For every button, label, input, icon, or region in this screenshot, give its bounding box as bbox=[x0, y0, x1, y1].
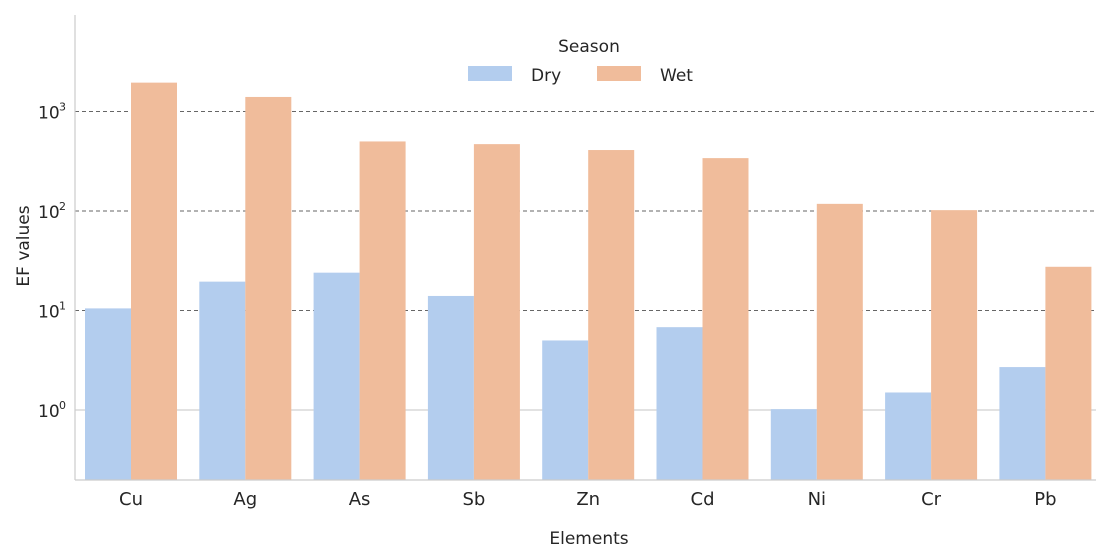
bar-dry-ag bbox=[199, 281, 246, 480]
bar-dry-zn bbox=[542, 340, 589, 480]
x-tick-labels: Cu Ag As Sb Zn Cd Ni Cr Pb bbox=[119, 489, 1057, 510]
x-tick-label: Cu bbox=[119, 489, 143, 510]
bar-wet-as bbox=[359, 141, 406, 480]
x-tick-label: Ni bbox=[808, 489, 826, 510]
bar-dry-pb bbox=[999, 367, 1046, 480]
axes bbox=[74, 15, 1096, 481]
y-tick-label-exponent: 2 bbox=[59, 200, 66, 213]
bar-wet-pb bbox=[1045, 266, 1092, 480]
bar-wet-cd bbox=[702, 158, 749, 480]
bar-wet-cr bbox=[931, 210, 978, 480]
bar-dry-as bbox=[313, 272, 360, 480]
bar-wet-zn bbox=[588, 150, 635, 480]
bar-wet-ni bbox=[816, 203, 863, 480]
y-tick-label-exponent: 3 bbox=[59, 101, 66, 114]
bar-wet-ag bbox=[245, 96, 292, 480]
x-tick-label: Cr bbox=[921, 489, 942, 510]
bars bbox=[85, 82, 1092, 481]
bar-wet-sb bbox=[473, 144, 520, 480]
y-tick-label-base: 10 bbox=[38, 303, 60, 323]
x-tick-label: Cd bbox=[691, 489, 715, 510]
y-tick-label-base: 10 bbox=[38, 104, 60, 124]
y-tick-label-exponent: 0 bbox=[59, 399, 66, 412]
x-axis-label: Elements bbox=[549, 529, 628, 545]
bar-dry-cu bbox=[85, 308, 131, 480]
x-tick-label: Pb bbox=[1034, 489, 1056, 510]
legend: Season Dry Wet bbox=[468, 37, 693, 86]
legend-label-dry: Dry bbox=[531, 66, 561, 86]
y-tick-label-base: 10 bbox=[38, 203, 60, 223]
legend-swatch-wet bbox=[597, 66, 641, 81]
bar-wet-cu bbox=[131, 82, 177, 481]
bar-dry-cr bbox=[885, 392, 932, 480]
x-tick-label: Ag bbox=[233, 489, 257, 510]
legend-title: Season bbox=[558, 37, 620, 57]
legend-swatch-dry bbox=[468, 66, 512, 81]
x-tick-label: Zn bbox=[576, 489, 600, 510]
legend-label-wet: Wet bbox=[660, 66, 693, 86]
y-tick-label-exponent: 1 bbox=[59, 300, 66, 313]
y-tick-label-base: 10 bbox=[38, 402, 60, 422]
y-axis-label: EF values bbox=[14, 205, 34, 286]
bar-dry-cd bbox=[656, 327, 703, 480]
x-tick-label: As bbox=[349, 489, 371, 510]
bar-dry-sb bbox=[427, 295, 474, 480]
x-tick-label: Sb bbox=[462, 489, 485, 510]
bar-dry-ni bbox=[770, 409, 817, 480]
